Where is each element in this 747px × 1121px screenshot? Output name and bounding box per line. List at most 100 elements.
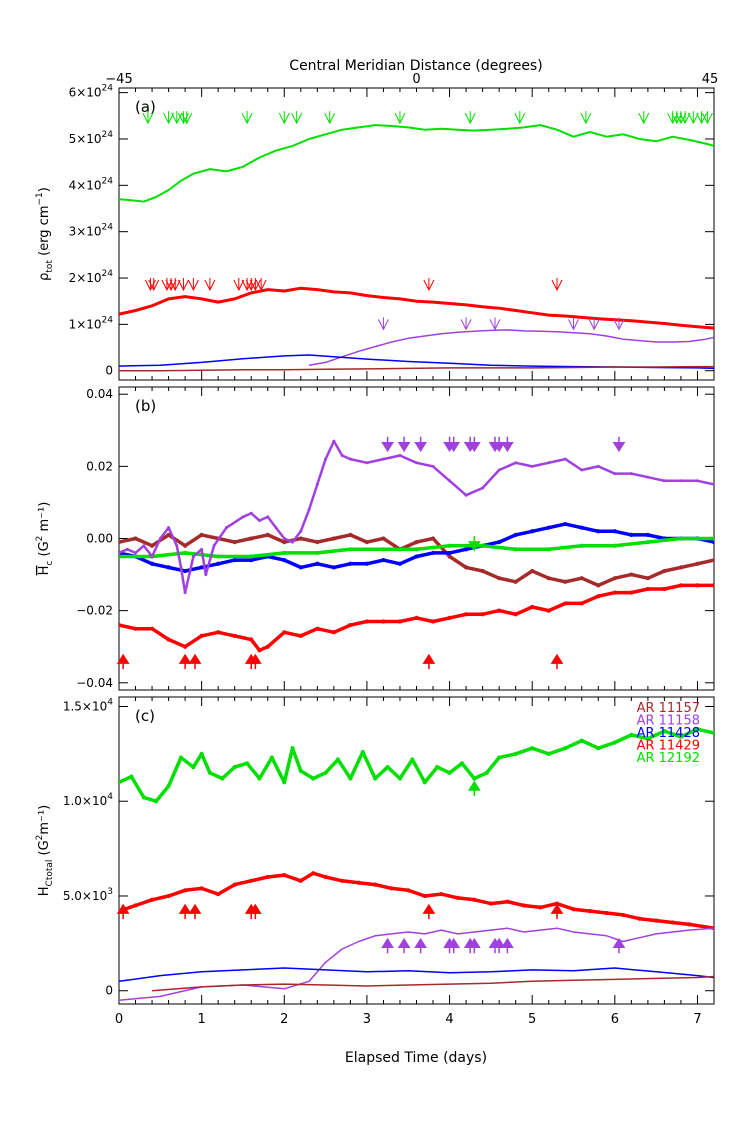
flare-marker (551, 277, 563, 292)
data-point (298, 536, 303, 541)
data-point (563, 457, 567, 461)
data-point (149, 543, 155, 548)
data-point (385, 765, 390, 770)
data-point (199, 751, 204, 756)
flare-marker (241, 111, 253, 125)
data-point (183, 888, 188, 893)
flare-marker (324, 111, 336, 125)
flare-marker (142, 111, 154, 125)
data-point (266, 515, 270, 519)
y-tick-label: 1.5×104 (63, 697, 113, 713)
data-point (298, 768, 303, 774)
data-point (381, 619, 386, 624)
y-tick-exponent: 4 (107, 697, 113, 707)
data-point (244, 761, 250, 766)
data-point (481, 486, 485, 490)
data-point (282, 537, 286, 540)
flare-marker (514, 111, 526, 125)
data-point (712, 482, 714, 486)
y-tick-mantissa: 0.02 (86, 459, 113, 473)
data-point (257, 648, 262, 653)
data-point (480, 612, 485, 617)
data-point (463, 547, 469, 552)
y-tick-mantissa: 0 (105, 984, 113, 998)
data-point (596, 464, 600, 468)
data-point (711, 583, 714, 588)
data-point (323, 770, 328, 775)
data-point (149, 626, 155, 631)
data-point (463, 565, 469, 570)
flare-marker (671, 111, 683, 125)
flare-marker (249, 903, 262, 920)
data-point (142, 544, 146, 548)
x-tick-label: 1 (197, 1012, 205, 1027)
flare-marker (568, 317, 579, 331)
flare-marker (116, 903, 130, 920)
data-point (158, 537, 162, 540)
flare-marker (204, 277, 216, 292)
flare-marker (464, 111, 476, 125)
data-point (398, 454, 402, 458)
data-point (298, 633, 303, 638)
flare-marker (178, 277, 189, 292)
flare-marker (423, 277, 435, 292)
flare-marker (394, 111, 406, 125)
flare-marker (696, 111, 708, 125)
data-point (580, 468, 584, 472)
data-point (360, 749, 365, 755)
data-point (563, 579, 568, 584)
flare-marker (467, 937, 481, 954)
data-point (530, 529, 535, 534)
data-point (546, 525, 551, 530)
y-tick-exponent: 24 (102, 315, 114, 325)
data-point (212, 544, 216, 548)
data-point (119, 551, 121, 555)
y-tick-label: 0.02 (86, 459, 113, 473)
flare-marker (397, 436, 411, 453)
y-tick-label: 5×1024 (69, 130, 114, 146)
y-tick-exponent: 24 (102, 223, 114, 233)
data-point (216, 630, 221, 635)
y-tick-mantissa: 3×10 (69, 225, 102, 239)
data-point (612, 529, 617, 534)
data-point (439, 891, 444, 897)
data-point (637, 916, 642, 921)
data-point (579, 738, 584, 743)
y-tick-mantissa: 0.00 (86, 532, 113, 546)
data-point (435, 765, 440, 770)
x-tick-label: 6 (611, 1012, 619, 1027)
data-point (183, 591, 187, 595)
data-point (331, 565, 336, 570)
flare-marker (501, 937, 514, 954)
data-point (232, 882, 237, 887)
data-point (274, 526, 278, 530)
data-point (497, 468, 501, 472)
data-point (299, 529, 303, 533)
y-tick-mantissa: 0.04 (86, 387, 113, 401)
y-tick-mantissa: 1.5×10 (63, 699, 107, 713)
data-point (459, 761, 465, 766)
y-tick-mantissa: 1×10 (69, 317, 102, 331)
y-label-sub: c (45, 561, 55, 566)
data-point (447, 770, 452, 775)
x-tick-label: 5 (528, 1012, 536, 1027)
y-tick-label: 4×1024 (69, 176, 114, 192)
data-point (646, 475, 650, 479)
data-point (199, 633, 204, 638)
data-point (662, 586, 667, 592)
data-point (414, 547, 419, 552)
data-point (282, 873, 287, 878)
data-point (547, 461, 551, 465)
y-tick-label: 0.04 (86, 387, 113, 401)
data-point (620, 912, 626, 918)
y-axis-label: Hc (G2 m⁻¹) (35, 502, 55, 576)
data-point (546, 576, 551, 581)
y-tick-mantissa: −0.04 (76, 676, 113, 690)
data-point (430, 619, 436, 624)
flare-marker (550, 903, 564, 920)
flare-marker (178, 653, 192, 670)
y-tick-label: 1×1024 (69, 315, 114, 331)
data-point (629, 572, 634, 577)
data-point (695, 727, 700, 732)
